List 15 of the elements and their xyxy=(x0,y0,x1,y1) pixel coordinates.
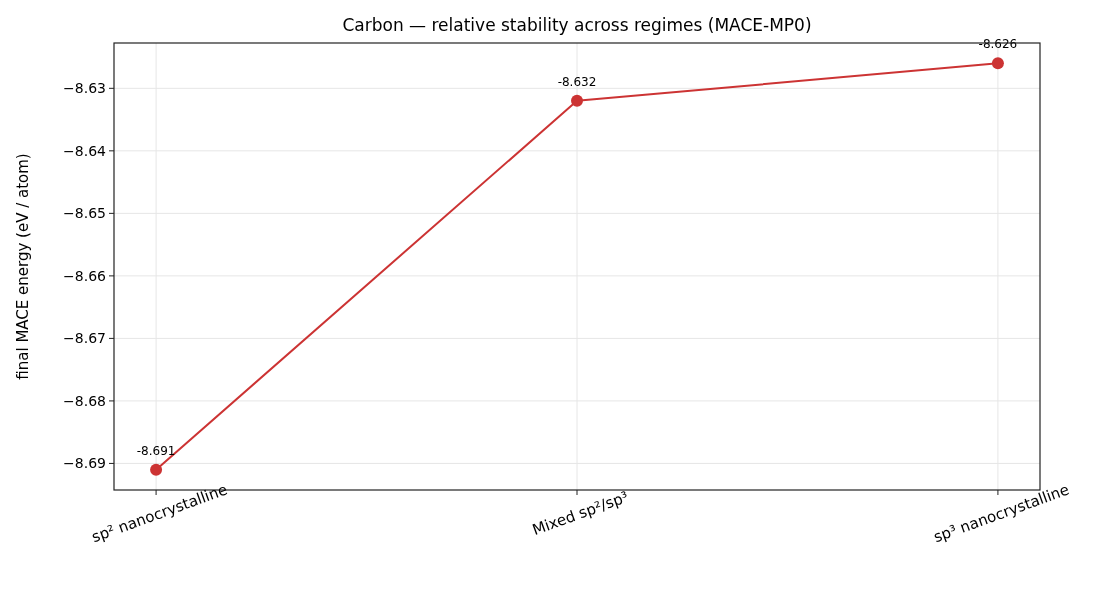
point xyxy=(991,57,1004,70)
chart-title: Carbon — relative stability across regimes (MACE-MP0) xyxy=(342,15,812,35)
y-tick-label: −8.67 xyxy=(63,330,106,347)
y-axis-title: final MACE energy (eV / atom) xyxy=(14,153,32,380)
point xyxy=(571,94,583,107)
data-label: -8.632 xyxy=(557,74,597,89)
y-tick-label: −8.65 xyxy=(63,205,106,222)
y-tick-label: −8.63 xyxy=(63,80,106,97)
y-tick-label: −8.69 xyxy=(63,455,106,472)
y-tick-label: −8.68 xyxy=(63,392,106,409)
data-label: -8.691 xyxy=(136,443,176,458)
point xyxy=(150,463,163,476)
y-tick-label: −8.64 xyxy=(63,142,107,159)
y-tick-label: −8.66 xyxy=(63,267,107,284)
data-label: -8.626 xyxy=(978,37,1018,52)
